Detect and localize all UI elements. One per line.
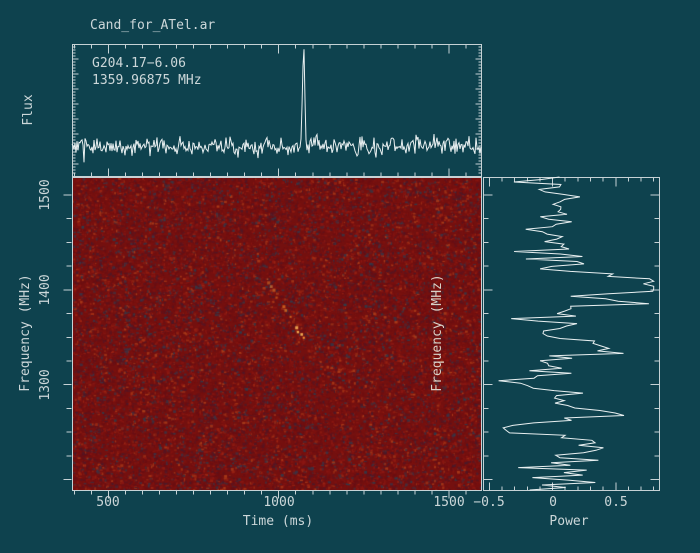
plot-title: Cand_for_ATel.ar	[90, 18, 216, 33]
center-frequency-annotation: 1359.96875 MHz	[92, 73, 202, 88]
time-axis-label: Time (ms)	[242, 514, 314, 529]
frequency-tick-label-1500: 1500	[38, 179, 53, 211]
dynamic-spectrum-heatmap	[72, 177, 482, 490]
power-tick-label-neg05: −0.5	[473, 495, 505, 510]
frequency-axis-label-inner: Frequency (MHz)	[430, 274, 445, 392]
power-tick-label-05: 0.5	[604, 495, 628, 510]
time-tick-label-500: 500	[96, 495, 120, 510]
frequency-tick-label-1300: 1300	[38, 369, 53, 401]
power-axis-label: Power	[549, 514, 589, 529]
time-tick-label-1000: 1000	[263, 495, 295, 510]
flux-axis-label: Flux	[21, 94, 36, 126]
source-name-annotation: G204.17−6.06	[92, 56, 186, 71]
time-tick-label-1500: 1500	[433, 495, 465, 510]
frequency-tick-label-1400: 1400	[38, 274, 53, 306]
frequency-axis-label-left: Frequency (MHz)	[18, 274, 33, 392]
power-tick-label-0: 0	[549, 495, 557, 510]
